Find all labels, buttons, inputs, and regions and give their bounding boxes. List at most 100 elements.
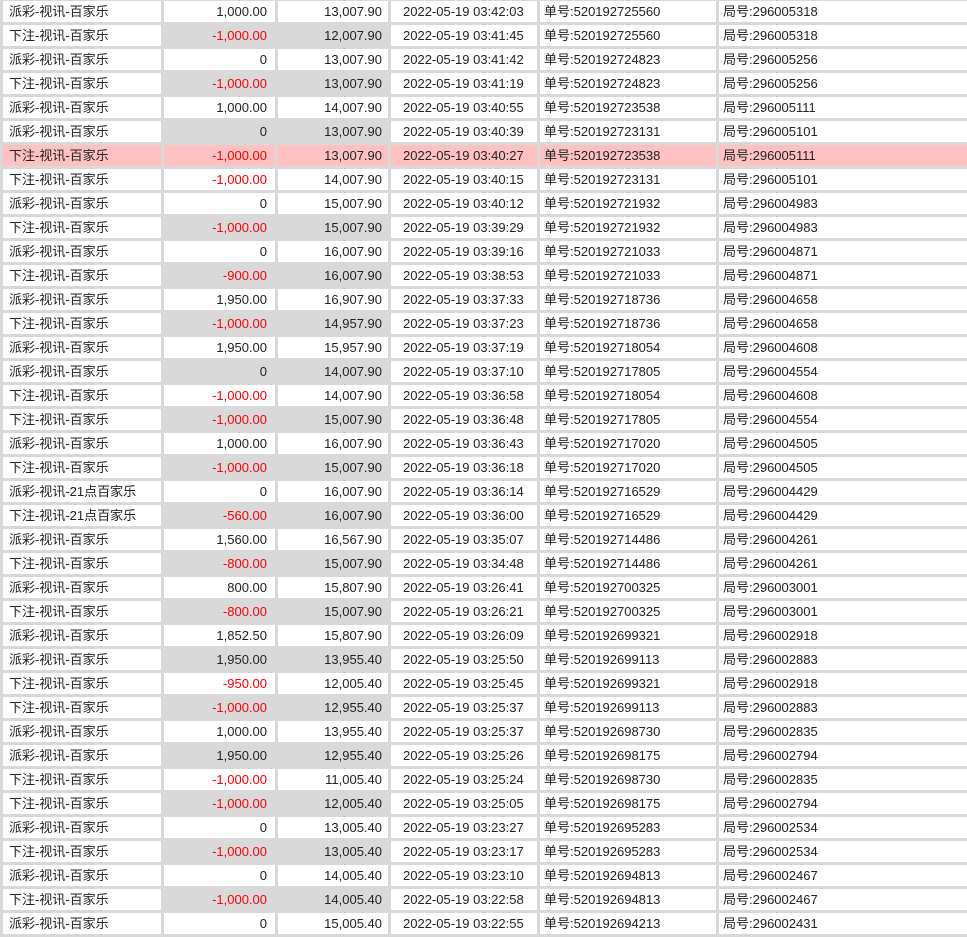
transaction-type-cell: 下注-视讯-百家乐 — [3, 769, 161, 790]
round-number-cell: 局号:296004983 — [719, 217, 967, 238]
table-row[interactable]: 派彩-视讯-百家乐 1,950.00 15,957.90 2022-05-19 03:… — [3, 337, 967, 358]
table-row[interactable]: 派彩-视讯-百家乐 0 13,007.90 2022-05-19 03:41:42 单号… — [3, 49, 967, 70]
transaction-type-cell: 下注-视讯-21点百家乐 — [3, 505, 161, 526]
round-number-cell: 局号:296002431 — [719, 913, 967, 934]
amount-cell: -950.00 — [164, 673, 275, 694]
table-row[interactable]: 下注-视讯-百家乐 -800.00 15,007.90 2022-05-19 03:3… — [3, 553, 967, 574]
table-row[interactable]: 下注-视讯-百家乐 -1,000.00 14,005.40 2022-05-19 03… — [3, 889, 967, 910]
transaction-type-cell: 派彩-视讯-百家乐 — [3, 721, 161, 742]
table-row[interactable]: 下注-视讯-百家乐 -1,000.00 12,005.40 2022-05-19 03… — [3, 793, 967, 814]
timestamp-cell: 2022-05-19 03:40:15 — [391, 169, 537, 190]
transaction-type-cell: 派彩-视讯-百家乐 — [3, 193, 161, 214]
table-row[interactable]: 派彩-视讯-百家乐 1,950.00 12,955.40 2022-05-19 03:… — [3, 745, 967, 766]
balance-cell: 14,957.90 — [278, 313, 388, 334]
table-row[interactable]: 派彩-视讯-百家乐 1,560.00 16,567.90 2022-05-19 03:… — [3, 529, 967, 550]
order-number-cell: 单号:520192723131 — [540, 121, 716, 142]
table-row[interactable]: 下注-视讯-百家乐 -1,000.00 12,007.90 2022-05-19 03… — [3, 25, 967, 46]
timestamp-cell: 2022-05-19 03:37:19 — [391, 337, 537, 358]
round-number-cell: 局号:296002918 — [719, 673, 967, 694]
balance-cell: 15,807.90 — [278, 625, 388, 646]
timestamp-cell: 2022-05-19 03:40:39 — [391, 121, 537, 142]
table-row[interactable]: 下注-视讯-百家乐 -1,000.00 13,005.40 2022-05-19 03… — [3, 841, 967, 862]
order-number-cell: 单号:520192717020 — [540, 457, 716, 478]
balance-cell: 16,007.90 — [278, 241, 388, 262]
table-row[interactable]: 下注-视讯-百家乐 -1,000.00 15,007.90 2022-05-19 03… — [3, 409, 967, 430]
table-row[interactable]: 派彩-视讯-百家乐 0 15,005.40 2022-05-19 03:22:55 单号… — [3, 913, 967, 934]
table-row[interactable]: 下注-视讯-百家乐 -1,000.00 14,957.90 2022-05-19 03… — [3, 313, 967, 334]
order-number-cell: 单号:520192716529 — [540, 505, 716, 526]
table-row[interactable]: 下注-视讯-百家乐 -1,000.00 12,955.40 2022-05-19 03… — [3, 697, 967, 718]
table-row[interactable]: 派彩-视讯-百家乐 1,950.00 16,907.90 2022-05-19 03:… — [3, 289, 967, 310]
table-row[interactable]: 下注-视讯-百家乐 -1,000.00 14,007.90 2022-05-19 03… — [3, 385, 967, 406]
order-number-cell: 单号:520192716529 — [540, 481, 716, 502]
transaction-type-cell: 下注-视讯-百家乐 — [3, 673, 161, 694]
timestamp-cell: 2022-05-19 03:22:55 — [391, 913, 537, 934]
amount-cell: 0 — [164, 121, 275, 142]
timestamp-cell: 2022-05-19 03:34:48 — [391, 553, 537, 574]
transaction-type-cell: 派彩-视讯-百家乐 — [3, 361, 161, 382]
amount-cell: -1,000.00 — [164, 145, 275, 166]
transaction-type-cell: 派彩-视讯-百家乐 — [3, 865, 161, 886]
table-row[interactable]: 派彩-视讯-百家乐 1,000.00 14,007.90 2022-05-19 03:… — [3, 97, 967, 118]
table-row[interactable]: 下注-视讯-百家乐 -1,000.00 13,007.90 2022-05-19 03… — [3, 145, 967, 166]
balance-cell: 13,955.40 — [278, 649, 388, 670]
amount-cell: 1,000.00 — [164, 1, 275, 22]
table-row[interactable]: 派彩-视讯-百家乐 1,000.00 13,007.90 2022-05-19 03:… — [3, 1, 967, 22]
round-number-cell: 局号:296004505 — [719, 433, 967, 454]
order-number-cell: 单号:520192724823 — [540, 73, 716, 94]
table-row[interactable]: 派彩-视讯-21点百家乐 0 16,007.90 2022-05-19 03:36:1… — [3, 481, 967, 502]
amount-cell: -1,000.00 — [164, 409, 275, 430]
timestamp-cell: 2022-05-19 03:22:58 — [391, 889, 537, 910]
table-row[interactable]: 下注-视讯-百家乐 -950.00 12,005.40 2022-05-19 03:2… — [3, 673, 967, 694]
round-number-cell: 局号:296002835 — [719, 769, 967, 790]
table-row[interactable]: 下注-视讯-百家乐 -1,000.00 15,007.90 2022-05-19 03… — [3, 457, 967, 478]
timestamp-cell: 2022-05-19 03:36:14 — [391, 481, 537, 502]
table-row[interactable]: 派彩-视讯-百家乐 0 15,007.90 2022-05-19 03:40:12 单号… — [3, 193, 967, 214]
timestamp-cell: 2022-05-19 03:39:29 — [391, 217, 537, 238]
timestamp-cell: 2022-05-19 03:42:03 — [391, 1, 537, 22]
table-row[interactable]: 派彩-视讯-百家乐 1,950.00 13,955.40 2022-05-19 03:… — [3, 649, 967, 670]
table-row[interactable]: 下注-视讯-百家乐 -1,000.00 13,007.90 2022-05-19 03… — [3, 73, 967, 94]
timestamp-cell: 2022-05-19 03:41:42 — [391, 49, 537, 70]
transaction-type-cell: 下注-视讯-百家乐 — [3, 145, 161, 166]
timestamp-cell: 2022-05-19 03:40:55 — [391, 97, 537, 118]
amount-cell: 0 — [164, 361, 275, 382]
balance-cell: 15,007.90 — [278, 601, 388, 622]
table-row[interactable]: 下注-视讯-百家乐 -900.00 16,007.90 2022-05-19 03:3… — [3, 265, 967, 286]
table-row[interactable]: 派彩-视讯-百家乐 1,000.00 13,955.40 2022-05-19 03:… — [3, 721, 967, 742]
table-row[interactable]: 下注-视讯-百家乐 -800.00 15,007.90 2022-05-19 03:2… — [3, 601, 967, 622]
amount-cell: -800.00 — [164, 553, 275, 574]
timestamp-cell: 2022-05-19 03:36:58 — [391, 385, 537, 406]
balance-cell: 13,007.90 — [278, 73, 388, 94]
table-row[interactable]: 下注-视讯-百家乐 -1,000.00 15,007.90 2022-05-19 03… — [3, 217, 967, 238]
table-row[interactable]: 派彩-视讯-百家乐 0 13,007.90 2022-05-19 03:40:39 单号… — [3, 121, 967, 142]
transaction-type-cell: 下注-视讯-百家乐 — [3, 385, 161, 406]
round-number-cell: 局号:296004429 — [719, 505, 967, 526]
balance-cell: 13,007.90 — [278, 121, 388, 142]
table-row[interactable]: 派彩-视讯-百家乐 0 13,005.40 2022-05-19 03:23:27 单号… — [3, 817, 967, 838]
transaction-type-cell: 派彩-视讯-百家乐 — [3, 913, 161, 934]
table-row[interactable]: 下注-视讯-21点百家乐 -560.00 16,007.90 2022-05-19 0… — [3, 505, 967, 526]
table-row[interactable]: 派彩-视讯-百家乐 1,000.00 16,007.90 2022-05-19 03:… — [3, 433, 967, 454]
table-row[interactable]: 派彩-视讯-百家乐 0 16,007.90 2022-05-19 03:39:16 单号… — [3, 241, 967, 262]
amount-cell: 0 — [164, 481, 275, 502]
amount-cell: 0 — [164, 865, 275, 886]
balance-cell: 13,007.90 — [278, 145, 388, 166]
table-row[interactable]: 下注-视讯-百家乐 -1,000.00 14,007.90 2022-05-19 03… — [3, 169, 967, 190]
timestamp-cell: 2022-05-19 03:39:16 — [391, 241, 537, 262]
table-row[interactable]: 派彩-视讯-百家乐 800.00 15,807.90 2022-05-19 03:26… — [3, 577, 967, 598]
timestamp-cell: 2022-05-19 03:41:19 — [391, 73, 537, 94]
table-row[interactable]: 下注-视讯-百家乐 -1,000.00 11,005.40 2022-05-19 03… — [3, 769, 967, 790]
table-row[interactable]: 派彩-视讯-百家乐 1,852.50 15,807.90 2022-05-19 03:… — [3, 625, 967, 646]
round-number-cell: 局号:296002883 — [719, 649, 967, 670]
table-row[interactable]: 派彩-视讯-百家乐 0 14,005.40 2022-05-19 03:23:10 单号… — [3, 865, 967, 886]
balance-cell: 14,007.90 — [278, 361, 388, 382]
order-number-cell: 单号:520192725560 — [540, 25, 716, 46]
transaction-type-cell: 下注-视讯-百家乐 — [3, 889, 161, 910]
order-number-cell: 单号:520192718054 — [540, 337, 716, 358]
amount-cell: -560.00 — [164, 505, 275, 526]
order-number-cell: 单号:520192717020 — [540, 433, 716, 454]
transaction-type-cell: 派彩-视讯-百家乐 — [3, 577, 161, 598]
table-row[interactable]: 派彩-视讯-百家乐 0 14,007.90 2022-05-19 03:37:10 单号… — [3, 361, 967, 382]
round-number-cell: 局号:296005111 — [719, 145, 967, 166]
